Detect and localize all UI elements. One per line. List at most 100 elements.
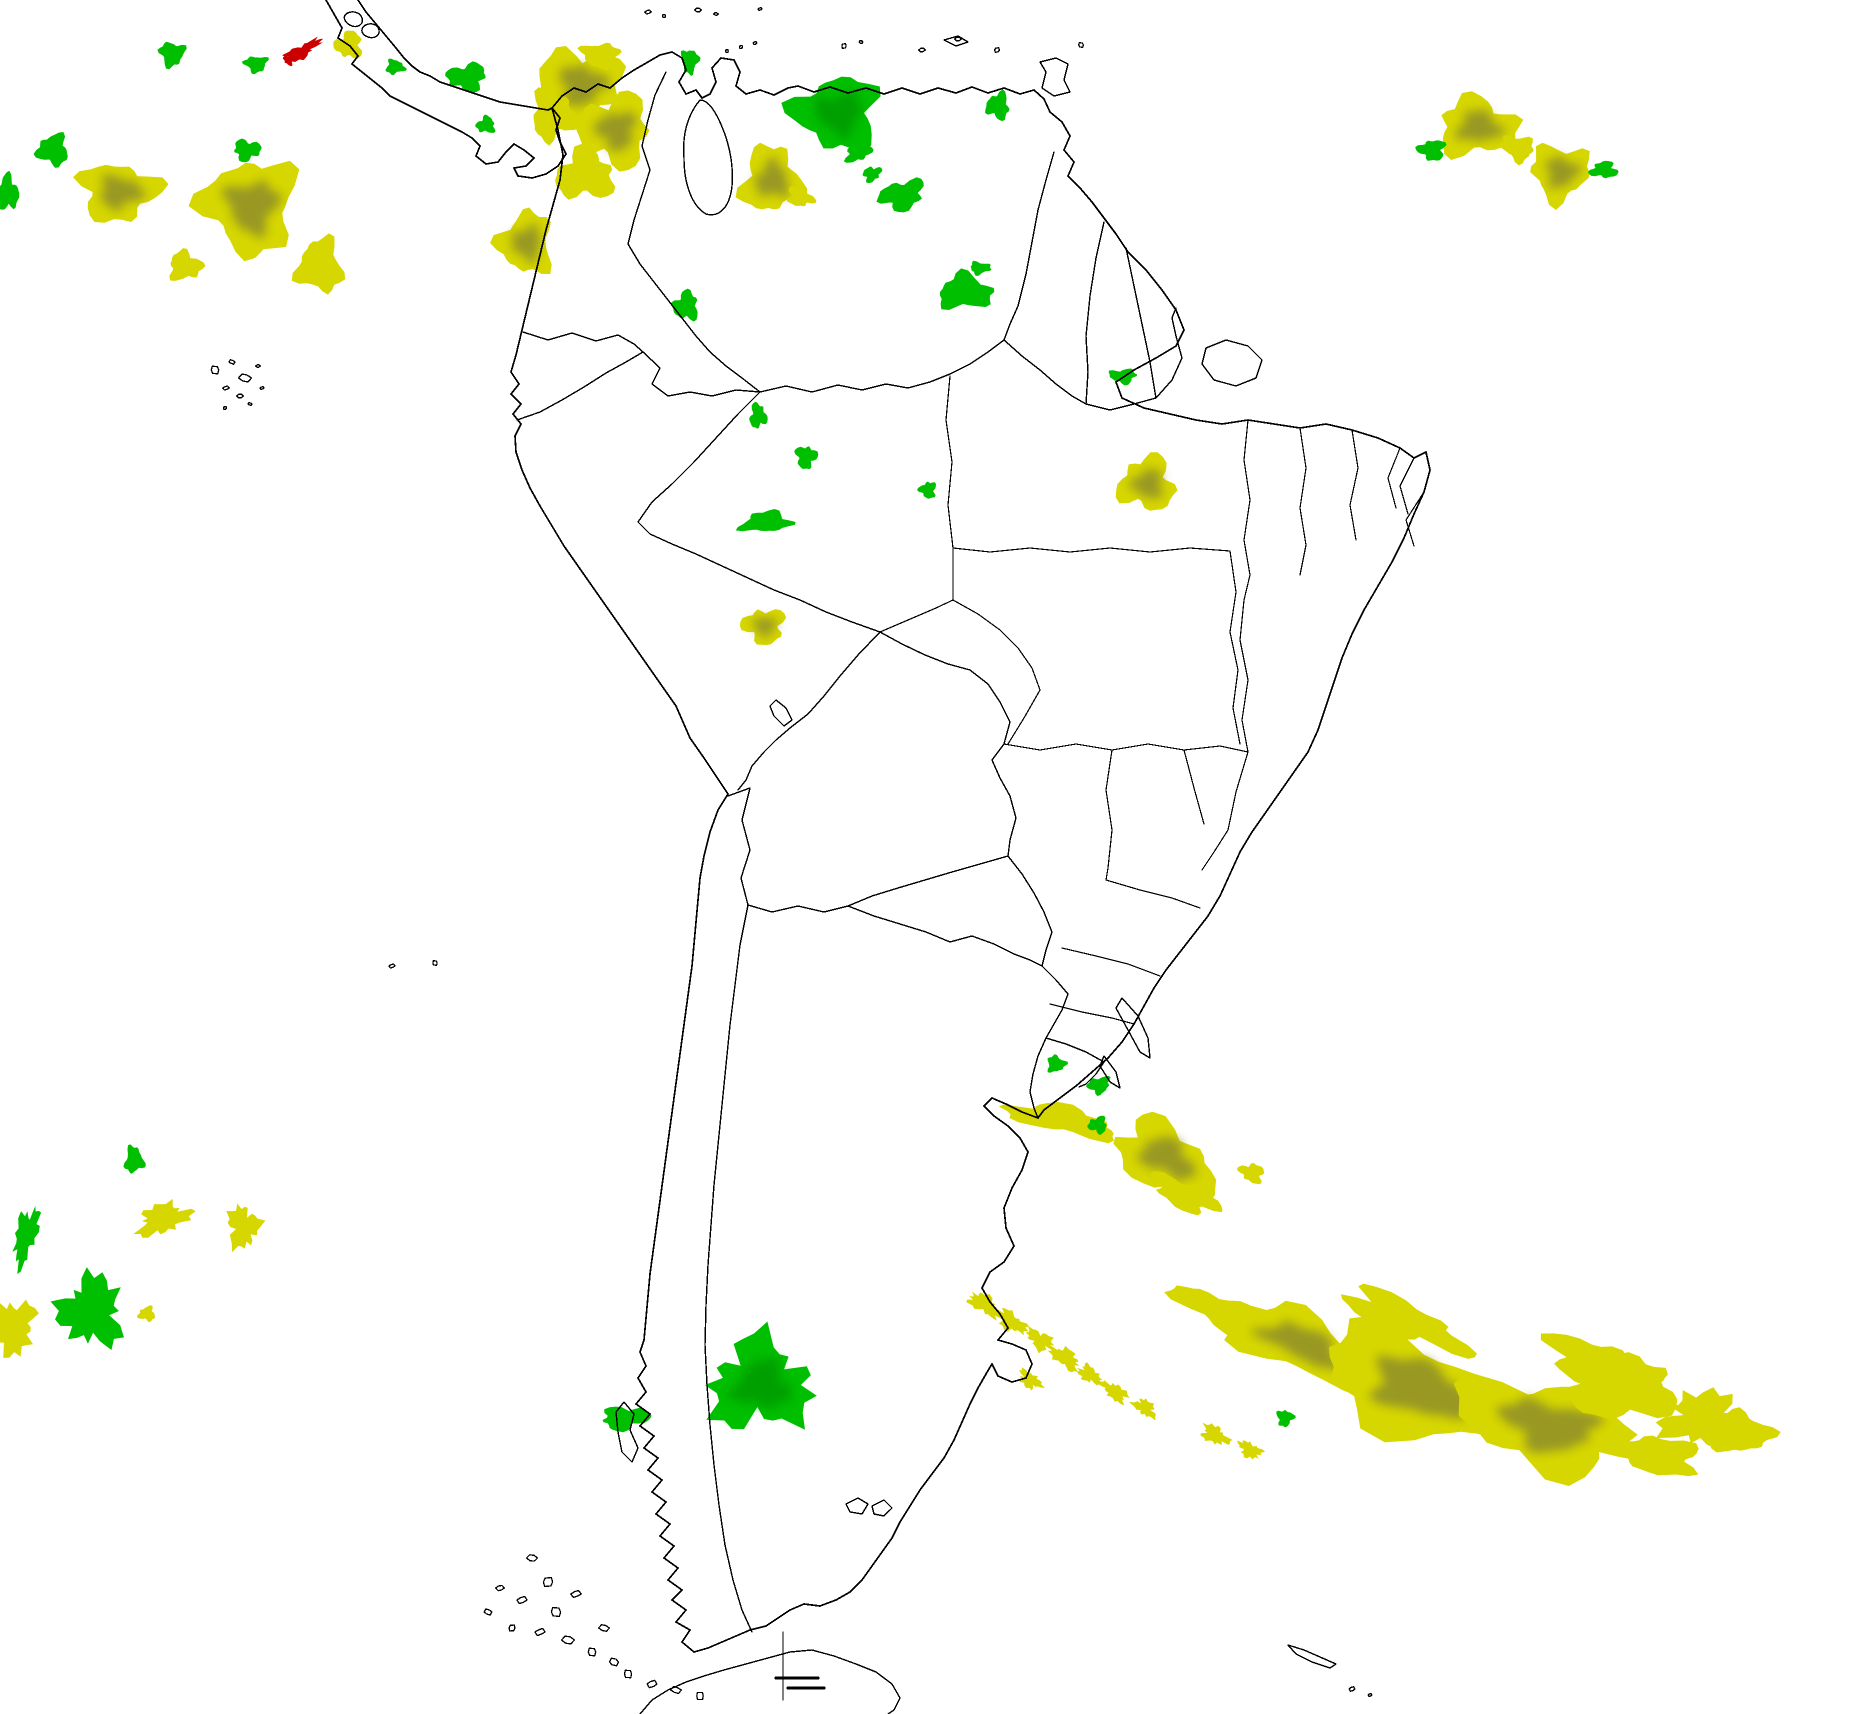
country-border	[627, 71, 761, 393]
country-border	[1041, 965, 1069, 1039]
small-island-outline	[646, 1679, 658, 1689]
small-island-outline	[228, 359, 236, 365]
small-island-outline	[757, 6, 763, 12]
central-america-coastline	[357, 0, 553, 111]
country-border	[740, 787, 751, 906]
country-border	[637, 391, 881, 633]
small-island-outline	[725, 48, 729, 54]
precip-cell-green	[970, 260, 992, 276]
country-border	[847, 905, 1043, 967]
small-island-outline	[495, 1584, 505, 1592]
precip-cell-core-yellow	[559, 64, 611, 107]
state-border	[952, 599, 1041, 745]
small-island-outline	[560, 1635, 576, 1645]
precip-cell-core-yellow	[1129, 468, 1164, 499]
country-border	[1007, 855, 1053, 967]
small-island-outline	[918, 47, 926, 53]
state-border	[1201, 751, 1249, 871]
small-island-outline	[259, 385, 265, 391]
precip-cell-green	[602, 1406, 652, 1433]
country-border	[1085, 397, 1157, 411]
precip-cell-yellow	[997, 1307, 1029, 1336]
precip-cell-yellow	[1340, 1283, 1477, 1359]
precip-cell-green	[939, 268, 995, 310]
small-island-outline	[483, 1608, 493, 1616]
country-border	[1125, 247, 1157, 399]
precip-cell-green	[241, 56, 269, 75]
small-island-outline	[516, 1595, 528, 1605]
state-border	[1105, 879, 1201, 909]
precip-cell-core-yellow	[100, 174, 146, 212]
precip-cell-green	[475, 114, 496, 133]
precip-cell-yellow	[0, 1299, 39, 1358]
small-island-outline	[608, 1657, 620, 1667]
state-border	[1105, 749, 1113, 881]
precip-cell-yellow	[555, 144, 616, 200]
state-border	[1229, 550, 1241, 745]
precip-cell-green	[1588, 160, 1619, 179]
precip-cell-yellow	[1500, 134, 1534, 166]
small-island-outline	[432, 960, 438, 966]
precip-cell-yellow	[577, 42, 622, 71]
small-island-outline	[696, 1691, 704, 1701]
precip-cell-green	[1047, 1054, 1068, 1073]
precip-cell-yellow	[133, 1198, 196, 1238]
central-america-coastline	[325, 0, 567, 179]
state-border	[1239, 599, 1249, 753]
precip-cell-red	[282, 54, 295, 67]
lake-or-island-outline	[682, 99, 734, 216]
precip-layer-yellow	[0, 30, 1781, 1486]
state-border	[1183, 749, 1205, 825]
precip-cell-yellow	[1076, 1362, 1104, 1388]
small-island-outline	[222, 385, 230, 391]
precip-cell-green	[385, 58, 407, 75]
precip-cell-yellow	[1540, 1333, 1665, 1396]
precip-layer-green	[0, 41, 1619, 1433]
lake-or-island-outline	[361, 23, 380, 39]
country-border	[747, 904, 849, 913]
small-island-outline	[1077, 42, 1085, 48]
state-border	[1387, 447, 1401, 509]
precip-cell-green	[794, 446, 819, 470]
small-island-outline	[662, 13, 667, 19]
precip-cell-core-yellow	[752, 616, 778, 637]
lake-or-island-outline	[639, 1649, 901, 1714]
small-island-outline	[713, 12, 719, 16]
small-island-outline	[1348, 1686, 1356, 1692]
lake-or-island-outline	[1039, 57, 1071, 97]
precip-cell-yellow	[226, 1203, 266, 1253]
precip-cell-core-yellow	[753, 156, 789, 198]
lake-or-island-outline	[1287, 1644, 1337, 1669]
precip-cell-yellow	[1098, 1380, 1130, 1406]
small-island-outline	[623, 1669, 633, 1679]
country-border	[516, 351, 644, 421]
basemap-borders-layer	[210, 0, 1431, 1714]
state-border	[952, 547, 1231, 553]
precip-cell-yellow	[1237, 1163, 1265, 1184]
precip-cell-green	[50, 1267, 124, 1350]
small-island-outline	[738, 44, 744, 50]
small-island-outline	[570, 1589, 582, 1599]
state-border	[1399, 457, 1415, 515]
country-border	[1155, 307, 1183, 399]
lake-or-island-outline	[943, 35, 969, 47]
precip-cell-green	[157, 41, 187, 70]
precip-cell-green	[1087, 1115, 1107, 1135]
country-border	[642, 351, 761, 397]
country-border	[1029, 1037, 1047, 1119]
small-island-outline	[542, 1576, 554, 1588]
precip-cell-green	[234, 138, 262, 163]
precip-cell-yellow	[137, 1305, 156, 1323]
lake-or-island-outline	[1115, 997, 1151, 1059]
country-border	[1045, 1037, 1105, 1088]
precip-cell-yellow	[1019, 1367, 1045, 1391]
country-border	[847, 855, 1009, 907]
country-border	[1003, 339, 1087, 405]
precip-cell-core-yellow	[1136, 1136, 1197, 1182]
small-island-outline	[644, 9, 652, 15]
lake-or-island-outline	[1099, 1055, 1121, 1089]
precip-cell-core-yellow	[1544, 156, 1583, 190]
country-border	[879, 631, 1017, 857]
country-border	[1085, 221, 1105, 405]
